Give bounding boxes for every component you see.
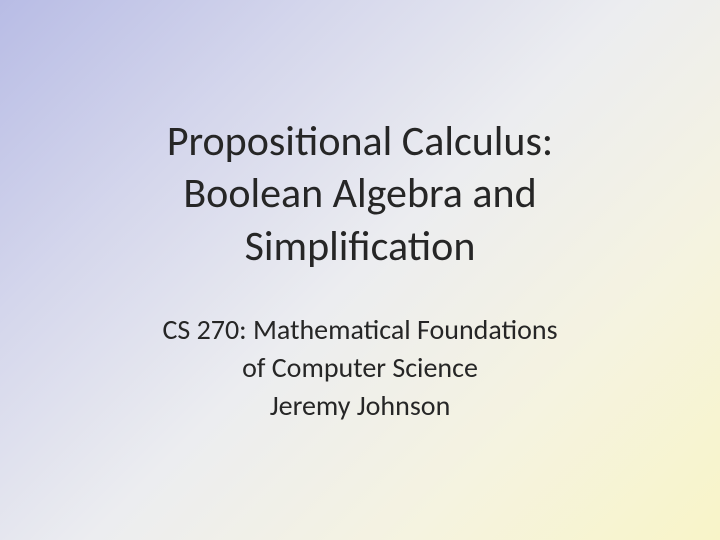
slide: Propositional Calculus: Boolean Algebra … — [0, 0, 720, 540]
subtitle-line-3: Jeremy Johnson — [162, 387, 557, 425]
title-line-2: Boolean Algebra and — [183, 168, 536, 219]
slide-title: Propositional Calculus: Boolean Algebra … — [167, 116, 553, 274]
subtitle-line-2: of Computer Science — [162, 349, 557, 387]
subtitle-line-1: CS 270: Mathematical Foundations — [162, 311, 557, 349]
slide-subtitle: CS 270: Mathematical Foundations of Comp… — [162, 311, 557, 424]
title-line-1: Propositional Calculus: — [167, 116, 553, 167]
title-line-3: Simplification — [245, 221, 476, 272]
